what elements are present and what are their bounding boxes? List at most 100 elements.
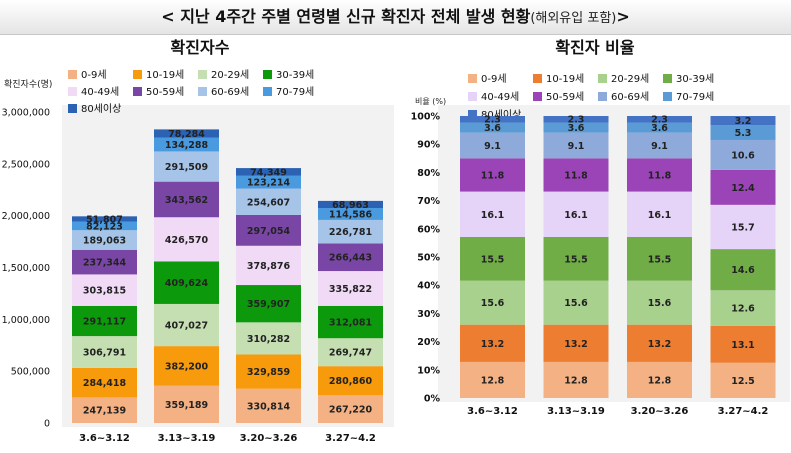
bar-segment — [460, 324, 525, 362]
data-label: 10.6 — [731, 150, 755, 161]
data-label: 13.2 — [481, 339, 504, 350]
data-label: 226,781 — [329, 227, 372, 238]
bar-segment — [318, 243, 383, 272]
legend-label: 60-69세 — [611, 91, 649, 103]
legend-swatch — [468, 74, 477, 83]
y-tick-label: 0% — [424, 394, 441, 405]
data-label: 15.5 — [481, 254, 504, 265]
bar-segment — [154, 129, 219, 138]
bar-segment — [236, 175, 301, 189]
legend-label: 80세이상 — [81, 103, 121, 115]
bar-segment — [627, 361, 692, 398]
data-label: 68,963 — [332, 200, 369, 211]
bar-segment — [627, 280, 692, 325]
data-label: 247,139 — [83, 406, 126, 417]
legend-label: 40-49세 — [481, 91, 519, 103]
chart-title: 확진자수 — [171, 38, 230, 57]
y-tick-label: 20% — [417, 337, 440, 348]
chart-title: 확진자 비율 — [555, 38, 634, 57]
bar-segment — [154, 346, 219, 386]
data-label: 335,822 — [329, 284, 372, 295]
legend-label: 50-59세 — [546, 91, 584, 103]
bar-segment — [627, 132, 692, 159]
data-label: 12.8 — [564, 375, 588, 386]
data-label: 82,123 — [86, 221, 123, 232]
legend-swatch — [263, 87, 272, 96]
y-tick-label: 2,500,000 — [2, 159, 50, 170]
legend-swatch — [68, 70, 77, 79]
bar-segment — [318, 219, 383, 244]
data-label: 9.1 — [484, 141, 501, 152]
data-label: 114,586 — [329, 209, 373, 220]
data-label: 2.3 — [651, 115, 668, 126]
legend-swatch — [598, 92, 607, 101]
data-label: 11.8 — [564, 170, 588, 181]
data-label: 359,189 — [165, 400, 208, 411]
bar-segment — [72, 397, 137, 423]
legend-swatch — [468, 110, 477, 119]
bar-segment — [236, 168, 301, 176]
y-tick-label: 40% — [417, 281, 440, 292]
legend-label: 20-29세 — [611, 73, 649, 85]
legend-label: 30-39세 — [276, 69, 314, 81]
bar-segment — [154, 217, 219, 262]
data-label: 3.6 — [568, 123, 585, 134]
data-label: 15.6 — [648, 298, 672, 309]
y-tick-label: 60% — [417, 224, 440, 235]
bar-segment — [710, 325, 776, 363]
y-tick-label: 1,000,000 — [2, 315, 50, 326]
data-label: 382,200 — [165, 361, 209, 372]
legend-label: 70-79세 — [276, 86, 314, 98]
bar-segment — [154, 303, 219, 347]
data-label: 284,418 — [83, 378, 127, 389]
bar-segment — [627, 324, 692, 362]
data-label: 237,344 — [83, 258, 127, 269]
y-tick-label: 90% — [417, 140, 440, 151]
bar-segment — [318, 305, 383, 339]
bar-segment — [154, 151, 219, 182]
bar-segment — [460, 122, 525, 133]
bar-segment — [72, 305, 137, 337]
page-title-close: > — [616, 7, 630, 26]
page-title-suffix: (해외유입 포함) — [530, 11, 617, 26]
legend-label: 10-19세 — [146, 69, 184, 81]
data-label: 297,054 — [247, 226, 291, 237]
legend-swatch — [533, 74, 542, 83]
y-tick-label: 30% — [417, 309, 440, 320]
legend-swatch — [598, 74, 607, 83]
data-label: 15.6 — [481, 298, 505, 309]
data-label: 15.6 — [564, 298, 588, 309]
bar-segment — [318, 338, 383, 367]
bar-segment — [710, 125, 776, 140]
legend-swatch — [68, 104, 77, 113]
legend-swatch — [68, 87, 77, 96]
data-label: 359,907 — [247, 299, 290, 310]
bar-segment — [154, 137, 219, 152]
data-label: 310,282 — [247, 334, 290, 345]
bar-segment — [460, 116, 525, 123]
y-tick-label: 100% — [411, 112, 441, 123]
y-tick-label: 2,000,000 — [2, 211, 50, 222]
right-chart-panel: 확진자 비율 비율 (%) 0-9세 10-19세 20-29세 30-39세 40-49세… — [400, 35, 791, 449]
data-label: 291,117 — [83, 317, 126, 328]
data-label: 13.1 — [731, 340, 754, 351]
bar-segment — [710, 290, 776, 326]
y-tick-label: 50% — [417, 253, 440, 264]
bar-segment — [543, 280, 609, 325]
y-axis-label: 확진자수(명) — [4, 78, 52, 90]
bar-segment — [154, 181, 219, 218]
page-title-bar: < 지난 4주간 주별 연령별 신규 확진자 전체 발생 현황(해외유입 포함)… — [0, 0, 791, 35]
bar-segment — [72, 221, 137, 231]
x-tick-label: 3.27~4.2 — [325, 433, 376, 444]
bar-segment — [627, 158, 692, 192]
bar-segment — [236, 388, 301, 423]
data-label: 13.2 — [648, 339, 671, 350]
bar-segment — [543, 132, 609, 159]
left-chart-panel: 확진자수 확진자수(명) 0-9세 10-19세 20-29세 30-39세 40-49세 5… — [0, 35, 396, 449]
legend-label: 70-79세 — [676, 91, 714, 103]
bar-segment — [710, 139, 776, 170]
bar-segment — [318, 208, 383, 220]
y-tick-label: 3,000,000 — [2, 108, 50, 119]
data-label: 11.8 — [481, 170, 505, 181]
